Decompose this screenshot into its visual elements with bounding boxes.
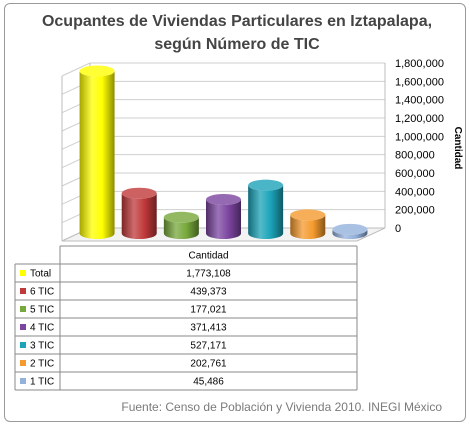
bar-top — [163, 211, 199, 223]
bar-top — [290, 209, 326, 221]
table-cell-value: 202,761 — [190, 359, 227, 370]
chart-title-line-2: según Número de TIC — [154, 36, 320, 53]
table-cell-value: 527,171 — [190, 341, 227, 352]
side-gridline — [61, 62, 91, 77]
legend-label: 6 TIC — [30, 287, 54, 298]
bar-1-tic — [332, 229, 368, 240]
bar-top — [248, 179, 284, 191]
legend-label: 1 TIC — [30, 377, 54, 388]
y-tick-label: 0 — [395, 223, 401, 235]
table-header: Cantidad — [188, 251, 228, 262]
y-tick-label: 800,000 — [395, 150, 435, 162]
data-table: Cantidad Total 1,773,108 6 TIC 439,373 5 TIC 1… — [14, 245, 358, 391]
table-cell-value: 45,486 — [193, 377, 224, 388]
legend-label: Total — [30, 269, 51, 280]
bar-total — [79, 70, 115, 240]
bar-top — [332, 223, 368, 235]
legend-label: 4 TIC — [30, 323, 54, 334]
y-axis-label: Cantidad — [452, 127, 463, 170]
y-tick-label: 1,000,000 — [395, 131, 444, 143]
legend-swatch — [20, 378, 26, 384]
legend-label: 3 TIC — [30, 341, 54, 352]
bar-4-tic — [206, 199, 241, 240]
legend-swatch — [20, 288, 26, 294]
plot-area: 0 200,000 400,000 600,000 800,000 1,000,000 1,… — [61, 58, 444, 242]
bar-5-tic — [163, 217, 199, 240]
y-tick-label: 1,200,000 — [395, 113, 444, 125]
bar-top — [121, 187, 157, 199]
legend-swatch — [20, 306, 26, 312]
legend-swatch — [20, 270, 26, 276]
y-tick-label: 200,000 — [395, 205, 435, 217]
table-cell-value: 1,773,108 — [186, 269, 231, 280]
chart-title-line-1: Ocupantes de Viviendas Particulares en I… — [42, 13, 432, 30]
source-note: Fuente: Censo de Población y Vivienda 20… — [121, 400, 442, 414]
y-tick-label: 1,600,000 — [395, 76, 444, 88]
bar-2-tic — [290, 214, 326, 240]
y-tick-label: 400,000 — [395, 186, 435, 198]
bar-3-tic — [248, 185, 284, 240]
y-tick-label: 600,000 — [395, 168, 435, 180]
table-cell-value: 439,373 — [190, 287, 227, 298]
y-tick-label: 1,400,000 — [395, 95, 444, 107]
y-tick-label: 1,800,000 — [395, 58, 444, 70]
legend-label: 2 TIC — [30, 359, 54, 370]
legend-swatch — [20, 342, 26, 348]
legend-swatch — [20, 360, 26, 366]
legend-label: 5 TIC — [30, 305, 54, 316]
legend-swatch — [20, 324, 26, 330]
bar-top — [79, 65, 115, 77]
table-cell-value: 177,021 — [190, 305, 227, 316]
bar-6-tic — [121, 193, 157, 240]
bar-top — [206, 193, 241, 205]
table-cell-value: 371,413 — [190, 323, 227, 334]
